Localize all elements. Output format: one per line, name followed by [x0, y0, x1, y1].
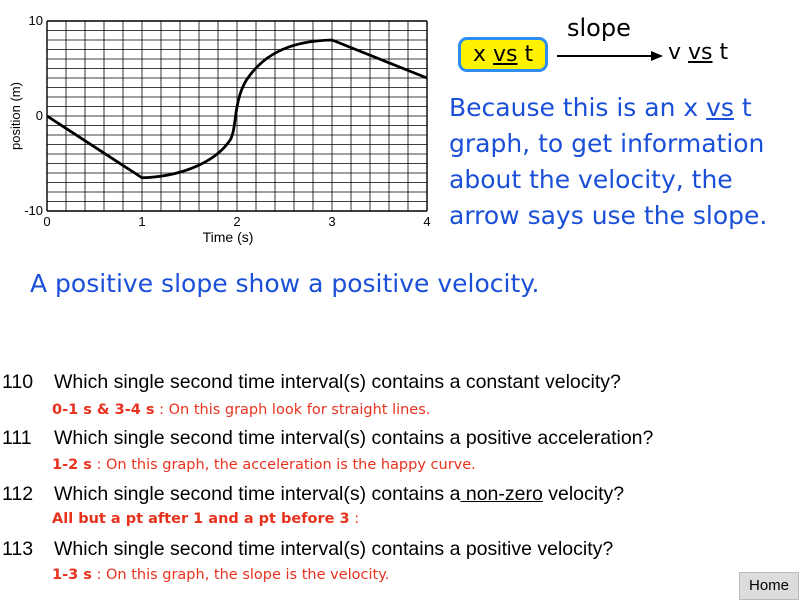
- home-button[interactable]: Home: [739, 572, 799, 600]
- y-tick-label: 10: [29, 13, 43, 28]
- slope-arrow-diagram: x vs t slope v vs t: [455, 12, 785, 82]
- positive-slope-statement: A positive slope show a positive velocit…: [30, 269, 540, 298]
- y-axis-label: position (m): [8, 82, 23, 150]
- position-time-graph: 100-100 1 2 3 4 position (m) Time (s): [8, 13, 431, 245]
- x-tick-label: 2: [233, 214, 240, 229]
- answer-112: All but a pt after 1 and a pt before 3 :: [52, 511, 360, 527]
- answer-110: 0-1 s & 3-4 s : On this graph look for s…: [52, 402, 431, 418]
- question-113: 113 Which single second time interval(s) …: [2, 538, 614, 560]
- graph-grid: [46, 20, 428, 212]
- position-curve: [46, 38, 428, 180]
- question-112: 112 Which single second time interval(s) …: [2, 483, 625, 505]
- slope-label: slope: [567, 14, 631, 42]
- v-vs-t-label: v vs t: [668, 40, 729, 65]
- x-tick-label: 4: [423, 214, 430, 229]
- graph-curve: [46, 38, 428, 180]
- y-tick-label: 0: [36, 108, 43, 123]
- x-tick-label: 1: [138, 214, 145, 229]
- y-tick-label: -10: [24, 203, 43, 218]
- x-axis-label: Time (s): [203, 229, 254, 245]
- slope-explanation: Because this is an x vs t graph, to get …: [449, 93, 768, 230]
- question-110: 110 Which single second time interval(s) …: [2, 371, 621, 393]
- question-111: 111 Which single second time interval(s) …: [2, 427, 654, 449]
- answer-111: 1-2 s : On this graph, the acceleration …: [52, 457, 476, 473]
- x-tick-label: 3: [328, 214, 335, 229]
- graph-ticks: 100-100 1 2 3 4: [24, 13, 430, 229]
- x-tick-label: 0: [43, 214, 50, 229]
- right-arrow-icon: [557, 51, 663, 61]
- x-vs-t-box: x vs t: [458, 37, 549, 72]
- answer-113: 1-3 s : On this graph, the slope is the …: [52, 567, 390, 583]
